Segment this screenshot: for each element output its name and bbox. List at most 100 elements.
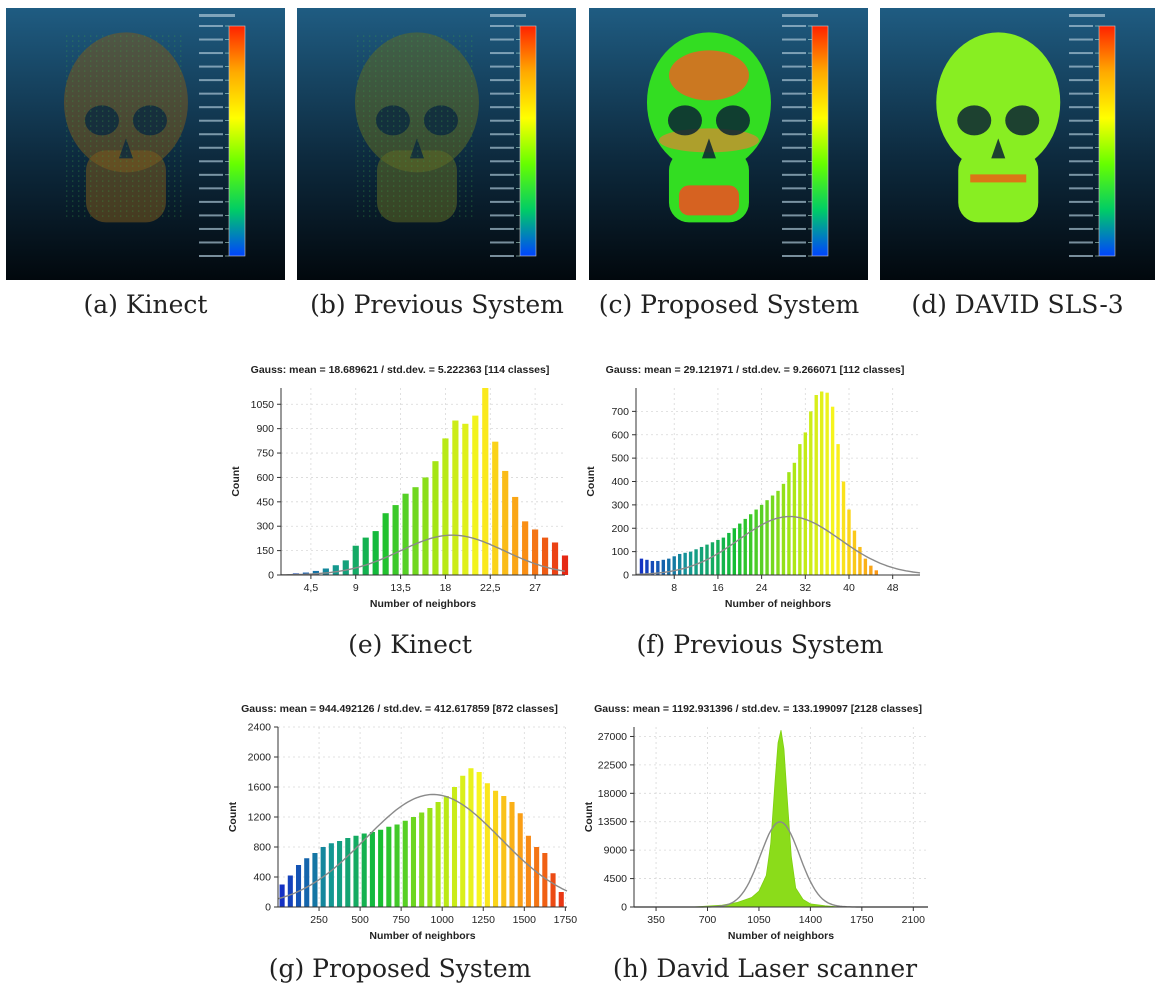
histogram-bar (661, 559, 666, 575)
histogram-bar (776, 490, 780, 575)
histogram-bar (328, 843, 334, 907)
histogram-bar (721, 537, 726, 575)
histogram-bar (770, 495, 775, 575)
x-axis-label: Number of neighbors (728, 930, 834, 942)
histogram-bar (550, 873, 556, 907)
histogram-f-plot: 0 100 200 300 400 500 600 700 8 16 24 32 40 48 Number … (585, 388, 921, 610)
x-tick-label: 48 (887, 582, 899, 594)
scan-panel-david (880, 8, 1155, 280)
y-tick-label: 800 (253, 842, 271, 854)
skull-cranium (936, 32, 1061, 173)
histogram-bar (312, 853, 318, 907)
histogram-bar (803, 432, 808, 575)
colorbar-tick-label (199, 160, 223, 163)
y-tick-label: 13500 (598, 816, 627, 828)
histogram-bar (372, 531, 379, 575)
colorbar-tick-label (490, 133, 514, 136)
histogram-bar (748, 514, 753, 575)
histogram-g: Gauss: mean = 944.492126 / std.dev. = 41… (222, 703, 577, 945)
histogram-bar (362, 537, 369, 575)
colorbar-title (490, 14, 526, 17)
x-tick-label: 750 (392, 914, 410, 926)
caption-f: (f) Previous System (636, 630, 884, 659)
colorbar-tick-label (199, 25, 223, 27)
skull-eye-socket (1005, 105, 1040, 136)
histogram-bar (476, 772, 482, 907)
histogram-bar (699, 546, 704, 575)
colorbar-tick-label (782, 146, 806, 149)
histogram-bar (304, 858, 310, 907)
histogram-bar (462, 423, 469, 575)
y-tick-label: 400 (253, 872, 271, 884)
caption-e: (e) Kinect (348, 630, 472, 659)
colorbar-tick-label (782, 160, 806, 163)
scan-panel-proposed-system (589, 8, 868, 280)
colorbar-tick-label (199, 173, 223, 176)
skull-eye-socket (132, 105, 167, 136)
x-tick-label: 18 (440, 582, 452, 594)
histogram-bar (493, 790, 499, 907)
histogram-g-title: Gauss: mean = 944.492126 / std.dev. = 41… (241, 703, 558, 715)
histogram-e-title: Gauss: mean = 18.689621 / std.dev. = 5.2… (250, 364, 550, 376)
histogram-bar (765, 500, 769, 575)
colorbar-title (199, 14, 235, 17)
colorbar-tick-label (199, 241, 223, 244)
y-tick-label: 0 (621, 902, 627, 914)
histogram-bar (451, 787, 458, 907)
colorbar-title (782, 14, 818, 17)
histogram-bar (322, 568, 329, 575)
colorbar-tick-label (199, 214, 223, 217)
scan-image-proposed-system (589, 8, 868, 280)
histogram-bar (814, 395, 818, 575)
histogram-bar (460, 775, 466, 907)
colorbar-tick-label (1069, 92, 1093, 95)
histogram-bar (683, 552, 687, 575)
histogram-bar (754, 509, 758, 575)
skull-render (63, 32, 188, 223)
colorbar-tick-label (490, 119, 514, 122)
histogram-area (692, 730, 840, 908)
colorbar-tick-label (782, 241, 806, 244)
colorbar-tick-label (490, 65, 514, 68)
colorbar-tick-label (490, 146, 514, 149)
histogram-bar (432, 461, 439, 575)
x-tick-label: 8 (671, 582, 677, 594)
y-tick-label: 600 (256, 472, 274, 484)
y-tick-label: 0 (268, 570, 274, 582)
histogram-bar (542, 853, 548, 907)
y-tick-label: 1050 (251, 399, 275, 411)
skull-eye-socket (667, 105, 702, 136)
histogram-bar (419, 812, 425, 907)
histogram-bar (509, 802, 515, 907)
y-tick-label: 750 (256, 448, 274, 460)
colorbar-tick-label (1069, 255, 1093, 257)
colorbar-tick-label (782, 200, 806, 203)
histogram-bar (512, 496, 519, 575)
x-tick-label: 24 (756, 582, 768, 594)
histogram-bar (781, 483, 786, 575)
x-tick-label: 700 (699, 914, 717, 926)
colorbar-tick-label (1069, 133, 1093, 136)
colorbar-tick-label (199, 65, 223, 68)
skull-eye-socket (715, 105, 750, 136)
histogram-bar (279, 884, 285, 907)
y-tick-label: 27000 (598, 731, 627, 743)
colorbar (811, 25, 829, 257)
histogram-bar (332, 565, 339, 575)
y-axis-label: Count (583, 801, 595, 832)
histogram-bar (532, 529, 539, 575)
histogram-bar (710, 542, 715, 575)
histogram-bar (386, 826, 392, 907)
histogram-bar (352, 545, 359, 575)
skull-hot-region (678, 185, 739, 216)
caption-c: (c) Proposed System (598, 290, 860, 319)
histogram-bar (492, 441, 499, 575)
histogram-bar (836, 444, 840, 575)
colorbar-tick-label (199, 38, 223, 41)
histogram-bar (337, 841, 343, 907)
x-tick-label: 250 (310, 914, 328, 926)
x-tick-label: 9 (353, 582, 359, 594)
histogram-bar (561, 555, 569, 575)
colorbar-tick-label (1069, 241, 1093, 244)
y-tick-label: 0 (265, 902, 271, 914)
